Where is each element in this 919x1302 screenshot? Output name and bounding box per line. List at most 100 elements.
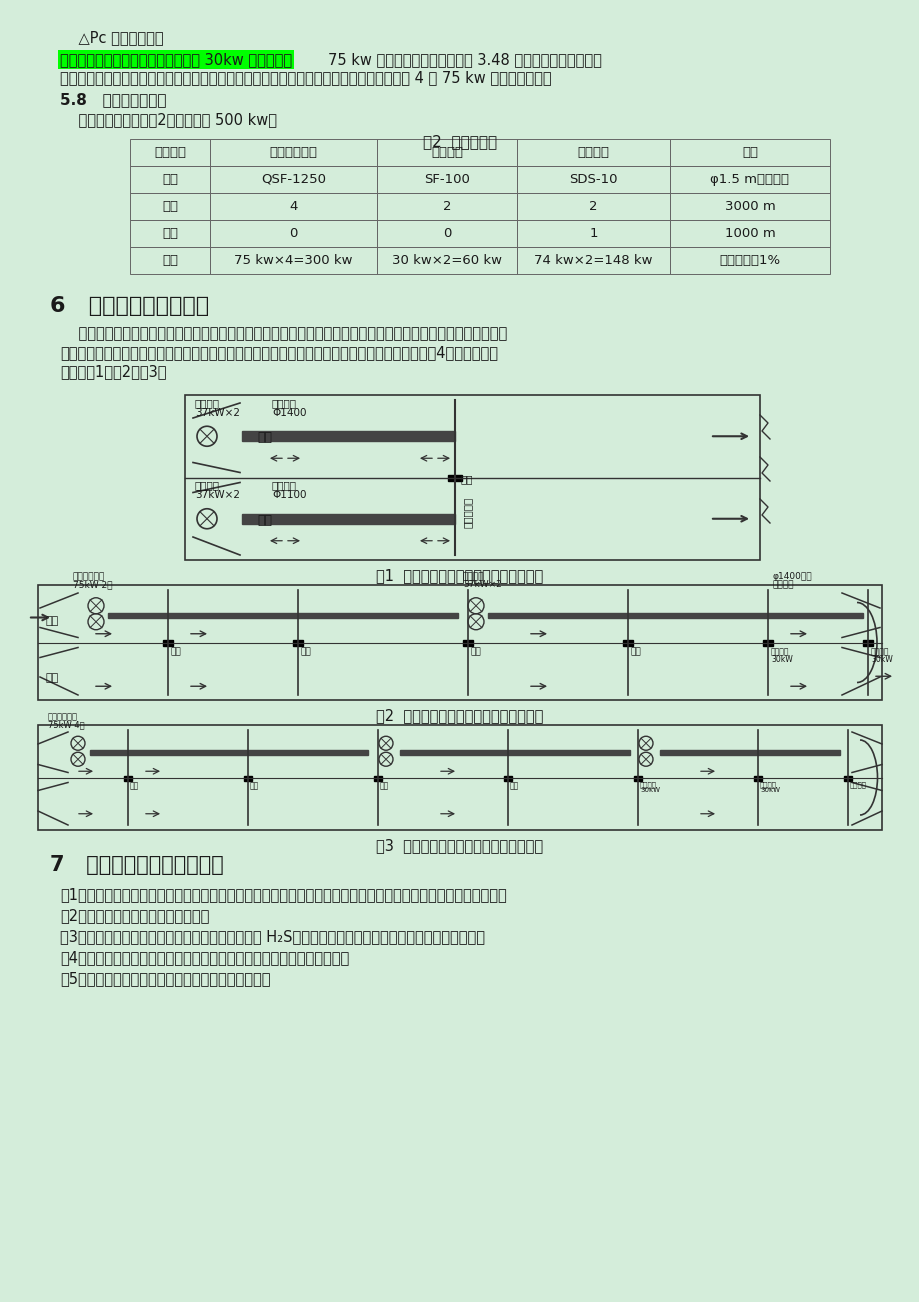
- Bar: [124, 776, 131, 780]
- Bar: [210, 220, 377, 247]
- Text: 方斗山隙道施工通风分三个阶段，第一阶段在开挖没到达第一个车行横通道时采用风管式压入式通风，过第一个: 方斗山隙道施工通风分三个阶段，第一阶段在开挖没到达第一个车行横通道时采用风管式压…: [60, 326, 506, 341]
- Text: 轴流风机: 轴流风机: [577, 146, 608, 159]
- Text: （4）炮眼采用湿泡泥封堵，战可减少残眼，又可使污染在源头得到治理。: （4）炮眼采用湿泡泥封堵，战可减少残眼，又可使污染在源头得到治理。: [60, 950, 349, 965]
- Bar: [754, 776, 761, 780]
- Text: 右线: 右线: [256, 514, 272, 527]
- Text: 风管: 风管: [742, 146, 757, 159]
- Bar: [242, 431, 455, 441]
- Bar: [377, 220, 516, 247]
- Text: 风墙: 风墙: [471, 647, 482, 656]
- Text: 射流风机: 射流风机: [870, 647, 889, 656]
- Text: 风墙: 风墙: [301, 647, 312, 656]
- Text: 6   方斗山隙道通风设计: 6 方斗山隙道通风设计: [50, 296, 209, 316]
- Bar: [516, 247, 669, 273]
- Text: 30 kw×2=60 kw: 30 kw×2=60 kw: [391, 254, 502, 267]
- Text: （2）洞内沿程洒水，降低洞内粉尘。: （2）洞内沿程洒水，降低洞内粉尘。: [60, 907, 210, 923]
- Text: 双速风机: 双速风机: [195, 480, 220, 491]
- Bar: [210, 193, 377, 220]
- Text: 图3  方斗山隙道第三阶段通风布置示意图: 图3 方斗山隙道第三阶段通风布置示意图: [376, 838, 543, 853]
- Text: （3）爆破后，噴射混凝土时用洒水降尘，溶解部分 H₂S，氨等可溶气体，降低粉尘的浓度，增加能见度。: （3）爆破后，噴射混凝土时用洒水降尘，溶解部分 H₂S，氨等可溶气体，降低粉尘的…: [60, 930, 484, 944]
- Text: 射流风机: 射流风机: [640, 781, 656, 788]
- Text: 37kW×2: 37kW×2: [462, 579, 501, 589]
- Text: 1000 m: 1000 m: [724, 227, 775, 240]
- Text: 0: 0: [442, 227, 450, 240]
- Text: 射流风机: 射流风机: [430, 146, 462, 159]
- Text: 射流风机: 射流风机: [849, 781, 866, 788]
- Text: 在靠近掎子面两条横通道内安装两台 30kw 射流风机。: 在靠近掎子面两条横通道内安装两台 30kw 射流风机。: [60, 52, 292, 66]
- Text: 1: 1: [588, 227, 597, 240]
- Bar: [130, 193, 210, 220]
- Text: 表2  通风设备表: 表2 通风设备表: [423, 134, 496, 148]
- Text: 备用: 备用: [162, 227, 177, 240]
- Bar: [622, 639, 632, 646]
- Text: 4: 4: [289, 201, 298, 214]
- Text: 强力射流风机: 强力射流风机: [48, 712, 78, 721]
- Text: 通风设备及动力见表2，总功率约 500 kw。: 通风设备及动力见表2，总功率约 500 kw。: [60, 112, 277, 128]
- Text: QSF-1250: QSF-1250: [261, 173, 325, 186]
- Bar: [377, 193, 516, 220]
- Text: 5.8   通风设备及动力: 5.8 通风设备及动力: [60, 92, 166, 107]
- Text: （1）加强环境意识，重视通风工作，成立专业的通风队伍，负责通风机、通风管安装、维护，以及通风方式变换。: （1）加强环境意识，重视通风工作，成立专业的通风队伍，负责通风机、通风管安装、维…: [60, 887, 506, 902]
- Bar: [374, 776, 381, 780]
- Text: 强力射流风机: 强力射流风机: [73, 572, 105, 581]
- Text: 螺旋焊接: 螺旋焊接: [772, 579, 794, 589]
- Text: 30kW: 30kW: [759, 788, 779, 793]
- Bar: [377, 247, 516, 273]
- Bar: [448, 474, 461, 480]
- Bar: [669, 220, 829, 247]
- Bar: [504, 776, 512, 780]
- Text: 百米漏风獴1%: 百米漏风獴1%: [719, 254, 779, 267]
- Bar: [669, 139, 829, 165]
- Bar: [862, 639, 872, 646]
- Bar: [130, 247, 210, 273]
- Text: 风墙: 风墙: [380, 781, 389, 790]
- Bar: [108, 613, 458, 617]
- Text: 风墙: 风墙: [250, 781, 259, 790]
- Bar: [377, 165, 516, 193]
- Bar: [38, 585, 881, 700]
- Bar: [487, 613, 862, 617]
- Text: 30kW: 30kW: [870, 655, 891, 664]
- Text: 30kW: 30kW: [770, 655, 792, 664]
- Bar: [843, 776, 851, 780]
- Text: 设备名称: 设备名称: [153, 146, 186, 159]
- Text: 车行横通道后采用巷道式通风，经计算当风机升力不足时进入第三个通风阶段，强力射流风机增加4台。三个阶段: 车行横通道后采用巷道式通风，经计算当风机升力不足时进入第三个通风阶段，强力射流风…: [60, 345, 497, 359]
- Bar: [516, 193, 669, 220]
- Text: 75kW 4台: 75kW 4台: [48, 720, 85, 729]
- Bar: [516, 165, 669, 193]
- Text: 双速风机: 双速风机: [462, 572, 484, 581]
- Text: 0: 0: [289, 227, 298, 240]
- Text: 2: 2: [588, 201, 597, 214]
- Bar: [669, 247, 829, 273]
- Bar: [130, 165, 210, 193]
- Text: 强力射流风机: 强力射流风机: [269, 146, 317, 159]
- Text: 风墙: 风墙: [130, 781, 139, 790]
- Text: 型号: 型号: [162, 173, 177, 186]
- Text: 左线: 左线: [46, 616, 59, 626]
- Text: 75kW 2台: 75kW 2台: [73, 579, 112, 589]
- Text: 洞口地形，洞外风速及风向对陰道通风的影响，为确保通风效果达到预定的目的，设计安装 4 台 75 kw 强力射流风机。: 洞口地形，洞外风速及风向对陰道通风的影响，为确保通风效果达到预定的目的，设计安装…: [60, 70, 551, 85]
- Text: Φ1100: Φ1100: [272, 491, 306, 500]
- Text: 右线: 右线: [46, 673, 59, 684]
- Bar: [90, 750, 368, 755]
- Bar: [659, 750, 839, 755]
- Text: 风墙: 风墙: [171, 647, 182, 656]
- Bar: [244, 776, 252, 780]
- Bar: [462, 639, 472, 646]
- Text: 双速风机: 双速风机: [195, 398, 220, 408]
- Bar: [762, 639, 772, 646]
- Text: 数量: 数量: [162, 201, 177, 214]
- Bar: [163, 639, 173, 646]
- Bar: [377, 139, 516, 165]
- Text: 3000 m: 3000 m: [724, 201, 775, 214]
- Bar: [210, 165, 377, 193]
- Bar: [669, 165, 829, 193]
- Text: φ1.5 m螺旋焊接: φ1.5 m螺旋焊接: [709, 173, 789, 186]
- Bar: [633, 776, 641, 780]
- Text: 风墙: 风墙: [630, 647, 641, 656]
- Text: φ1400风管: φ1400风管: [772, 572, 811, 581]
- Text: 7   通风管理及其它辅助措施: 7 通风管理及其它辅助措施: [50, 855, 223, 875]
- Text: SDS-10: SDS-10: [569, 173, 617, 186]
- Text: 风墙: 风墙: [509, 781, 518, 790]
- Text: 图1  方斗山隙道第一阶段通风布置示意图: 图1 方斗山隙道第一阶段通风布置示意图: [376, 568, 543, 583]
